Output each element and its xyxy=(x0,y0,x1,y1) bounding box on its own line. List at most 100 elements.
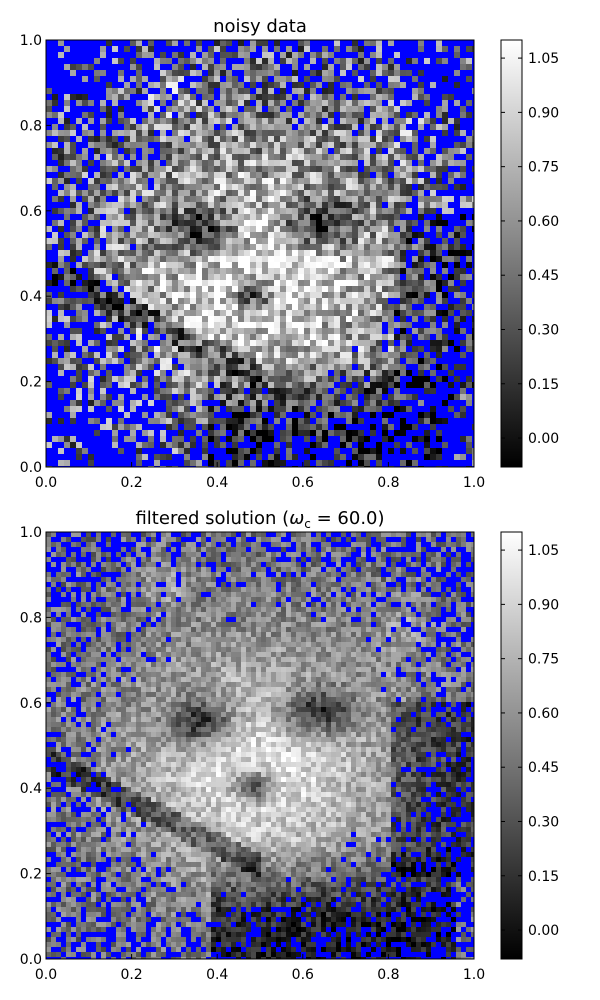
image-cell xyxy=(400,316,406,322)
image-cell xyxy=(292,190,298,196)
image-cell xyxy=(466,166,472,172)
image-cell xyxy=(454,430,460,436)
image-cell xyxy=(328,340,334,346)
image-cell xyxy=(322,46,328,52)
image-cell xyxy=(136,298,142,304)
image-cell xyxy=(370,202,376,208)
image-cell xyxy=(184,286,190,292)
image-cell xyxy=(208,172,214,178)
image-cell xyxy=(112,214,118,220)
image-cell xyxy=(142,250,148,256)
image-cell xyxy=(112,412,118,418)
image-cell xyxy=(352,112,358,118)
image-cell xyxy=(340,376,346,382)
image-cell xyxy=(412,124,418,130)
image-cell xyxy=(292,238,298,244)
image-cell xyxy=(58,328,64,334)
image-cell xyxy=(376,340,382,346)
image-cell xyxy=(160,454,166,460)
image-cell xyxy=(448,46,454,52)
image-cell xyxy=(220,40,226,46)
image-cell xyxy=(118,262,124,268)
image-cell xyxy=(100,328,106,334)
image-cell xyxy=(202,202,208,208)
image-cell xyxy=(442,250,448,256)
image-cell xyxy=(304,172,310,178)
image-cell xyxy=(274,244,280,250)
image-cell xyxy=(394,70,400,76)
image-cell xyxy=(76,280,82,286)
image-cell xyxy=(436,448,442,454)
image-cell xyxy=(244,244,250,250)
image-cell xyxy=(328,196,334,202)
image-cell xyxy=(202,58,208,64)
image-cell xyxy=(358,46,364,52)
image-cell xyxy=(256,274,262,280)
image-cell xyxy=(406,322,412,328)
image-cell xyxy=(70,172,76,178)
image-cell xyxy=(214,172,220,178)
image-cell xyxy=(448,244,454,250)
image-cell xyxy=(280,418,286,424)
image-cell xyxy=(142,70,148,76)
image-cell xyxy=(424,178,430,184)
image-cell xyxy=(52,370,58,376)
image-cell xyxy=(46,346,52,352)
image-cell xyxy=(214,202,220,208)
image-cell xyxy=(454,154,460,160)
image-cell xyxy=(460,94,466,100)
image-cell xyxy=(208,154,214,160)
image-cell xyxy=(178,334,184,340)
image-cell xyxy=(94,172,100,178)
image-cell xyxy=(250,286,256,292)
image-cell xyxy=(148,208,154,214)
image-cell xyxy=(304,406,310,412)
image-cell xyxy=(472,244,474,250)
image-cell xyxy=(124,88,130,94)
image-cell xyxy=(232,106,238,112)
image-cell xyxy=(52,178,58,184)
image-cell xyxy=(322,172,328,178)
image-cell xyxy=(100,430,106,436)
image-cell xyxy=(238,304,244,310)
image-cell xyxy=(430,136,436,142)
image-cell xyxy=(310,388,316,394)
image-cell xyxy=(256,100,262,106)
image-cell xyxy=(436,100,442,106)
image-cell xyxy=(376,130,382,136)
image-cell xyxy=(472,334,474,340)
image-cell xyxy=(208,286,214,292)
image-cell xyxy=(316,286,322,292)
image-cell xyxy=(46,298,52,304)
image-cell xyxy=(58,100,64,106)
image-cell xyxy=(352,142,358,148)
image-cell xyxy=(286,172,292,178)
image-cell xyxy=(412,172,418,178)
image-cell xyxy=(256,88,262,94)
image-cell xyxy=(58,64,64,70)
image-cell xyxy=(154,388,160,394)
image-cell xyxy=(244,316,250,322)
image-cell xyxy=(286,256,292,262)
image-cell xyxy=(208,64,214,70)
image-cell xyxy=(76,46,82,52)
image-cell xyxy=(334,88,340,94)
image-cell xyxy=(232,124,238,130)
image-cell xyxy=(418,268,424,274)
image-cell xyxy=(394,172,400,178)
image-cell xyxy=(418,364,424,370)
image-cell xyxy=(304,58,310,64)
image-cell xyxy=(46,58,52,64)
image-cell xyxy=(304,106,310,112)
image-cell xyxy=(94,46,100,52)
image-cell xyxy=(214,226,220,232)
image-cell xyxy=(454,70,460,76)
image-cell xyxy=(130,214,136,220)
image-cell xyxy=(316,40,322,46)
image-cell xyxy=(412,346,418,352)
image-cell xyxy=(274,58,280,64)
image-cell xyxy=(58,196,64,202)
image-cell xyxy=(292,130,298,136)
image-cell xyxy=(286,76,292,82)
image-cell xyxy=(172,58,178,64)
